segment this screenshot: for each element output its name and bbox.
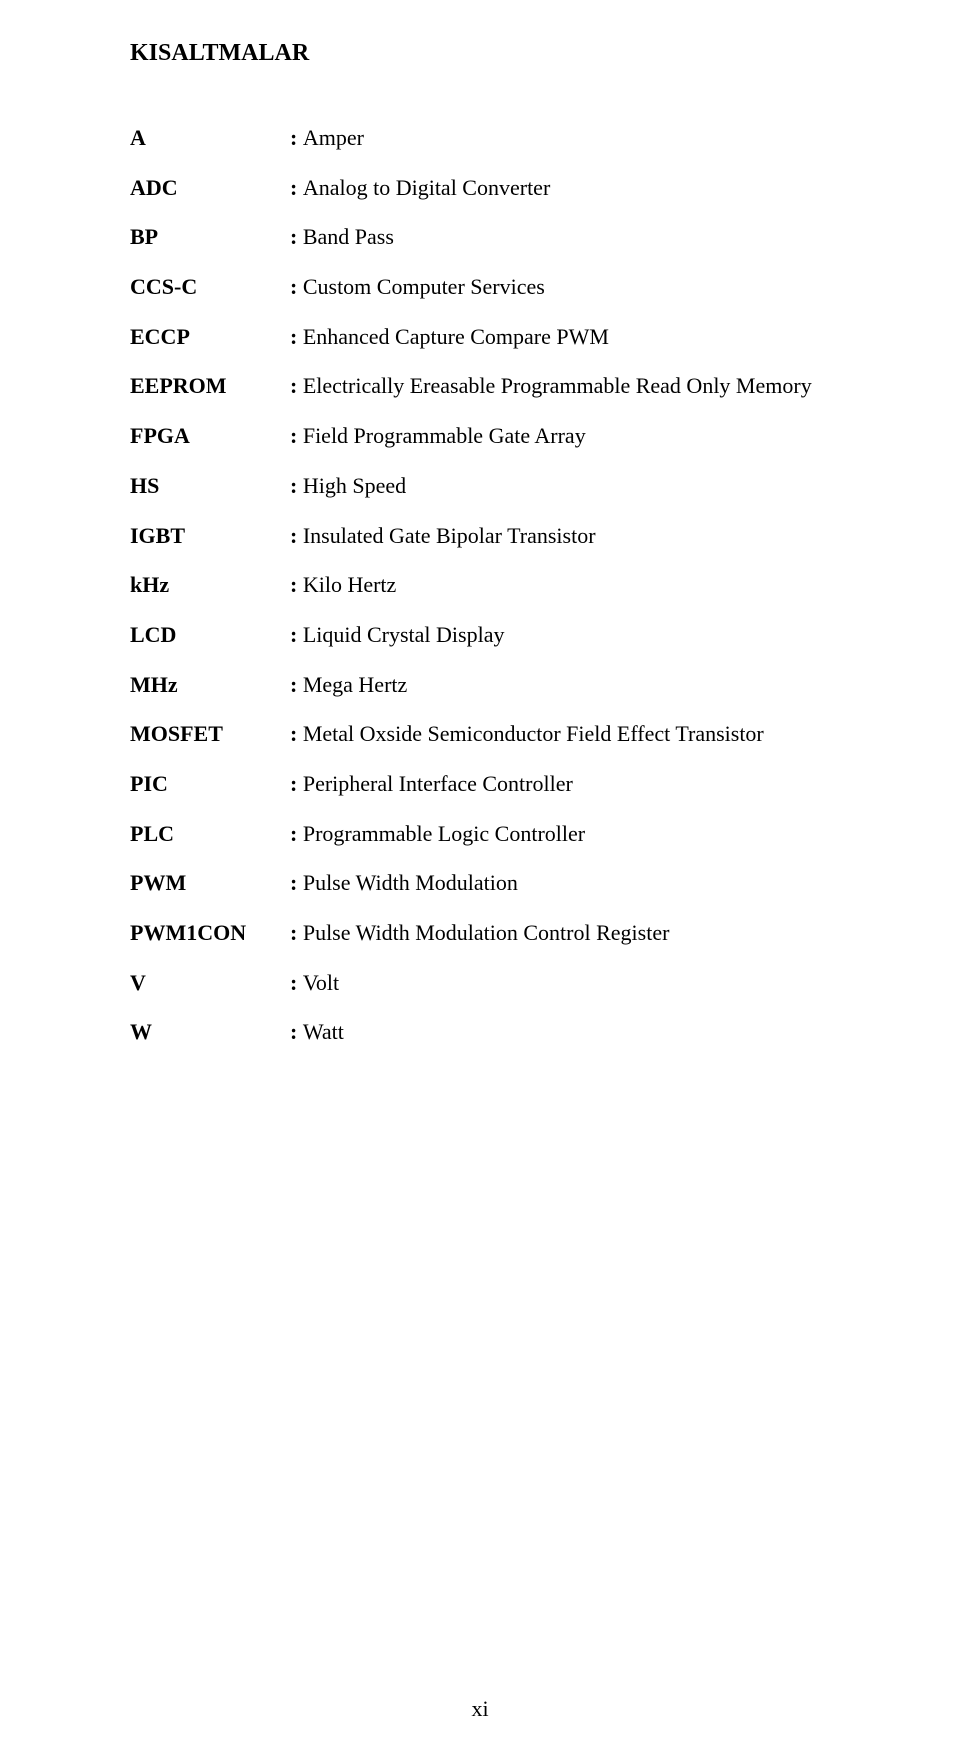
list-item: PLC: Programmable Logic Controller: [130, 819, 850, 849]
abbr-term: BP: [130, 222, 290, 252]
abbr-term: PWM: [130, 868, 290, 898]
list-item: MHz: Mega Hertz: [130, 670, 850, 700]
abbr-definition: : High Speed: [290, 471, 406, 501]
abbr-definition: : Pulse Width Modulation: [290, 868, 518, 898]
list-item: PWM: Pulse Width Modulation: [130, 868, 850, 898]
list-item: PIC: Peripheral Interface Controller: [130, 769, 850, 799]
list-item: LCD: Liquid Crystal Display: [130, 620, 850, 650]
list-item: HS: High Speed: [130, 471, 850, 501]
list-item: IGBT: Insulated Gate Bipolar Transistor: [130, 521, 850, 551]
list-item: V: Volt: [130, 968, 850, 998]
abbr-definition: : Programmable Logic Controller: [290, 819, 585, 849]
abbr-definition: : Amper: [290, 123, 364, 153]
abbr-term: HS: [130, 471, 290, 501]
list-item: FPGA: Field Programmable Gate Array: [130, 421, 850, 451]
list-item: BP: Band Pass: [130, 222, 850, 252]
abbr-definition: : Band Pass: [290, 222, 394, 252]
abbr-term: MHz: [130, 670, 290, 700]
list-item: EEPROM: Electrically Ereasable Programma…: [130, 371, 850, 401]
abbr-term: IGBT: [130, 521, 290, 551]
abbr-term: PIC: [130, 769, 290, 799]
abbr-term: EEPROM: [130, 371, 290, 401]
abbr-term: LCD: [130, 620, 290, 650]
abbr-definition: : Enhanced Capture Compare PWM: [290, 322, 609, 352]
abbr-term: CCS-C: [130, 272, 290, 302]
list-item: A: Amper: [130, 123, 850, 153]
abbr-term: ECCP: [130, 322, 290, 352]
list-item: ECCP: Enhanced Capture Compare PWM: [130, 322, 850, 352]
abbr-term: PLC: [130, 819, 290, 849]
abbreviation-list: A: Amper ADC: Analog to Digital Converte…: [130, 123, 850, 1047]
page-title: KISALTMALAR: [130, 40, 850, 67]
abbr-term: PWM1CON: [130, 918, 290, 948]
abbr-term: MOSFET: [130, 719, 290, 749]
abbr-definition: : Custom Computer Services: [290, 272, 545, 302]
abbr-term: kHz: [130, 570, 290, 600]
abbr-term: A: [130, 123, 290, 153]
abbr-definition: : Kilo Hertz: [290, 570, 396, 600]
abbr-definition: : Watt: [290, 1017, 344, 1047]
abbr-definition: : Peripheral Interface Controller: [290, 769, 573, 799]
abbr-definition: : Field Programmable Gate Array: [290, 421, 586, 451]
page-number: xi: [471, 1696, 488, 1722]
list-item: PWM1CON: Pulse Width Modulation Control …: [130, 918, 850, 948]
abbr-definition: : Electrically Ereasable Programmable Re…: [290, 371, 812, 401]
abbr-definition: : Metal Oxside Semiconductor Field Effec…: [290, 719, 764, 749]
abbr-term: ADC: [130, 173, 290, 203]
abbr-definition: : Mega Hertz: [290, 670, 407, 700]
abbr-definition: : Analog to Digital Converter: [290, 173, 550, 203]
list-item: MOSFET: Metal Oxside Semiconductor Field…: [130, 719, 850, 749]
abbr-definition: : Volt: [290, 968, 339, 998]
abbr-term: V: [130, 968, 290, 998]
abbr-definition: : Insulated Gate Bipolar Transistor: [290, 521, 596, 551]
abbr-definition: : Liquid Crystal Display: [290, 620, 504, 650]
abbr-term: W: [130, 1017, 290, 1047]
list-item: kHz: Kilo Hertz: [130, 570, 850, 600]
list-item: CCS-C: Custom Computer Services: [130, 272, 850, 302]
list-item: ADC: Analog to Digital Converter: [130, 173, 850, 203]
abbr-definition: : Pulse Width Modulation Control Registe…: [290, 918, 669, 948]
list-item: W: Watt: [130, 1017, 850, 1047]
abbr-term: FPGA: [130, 421, 290, 451]
